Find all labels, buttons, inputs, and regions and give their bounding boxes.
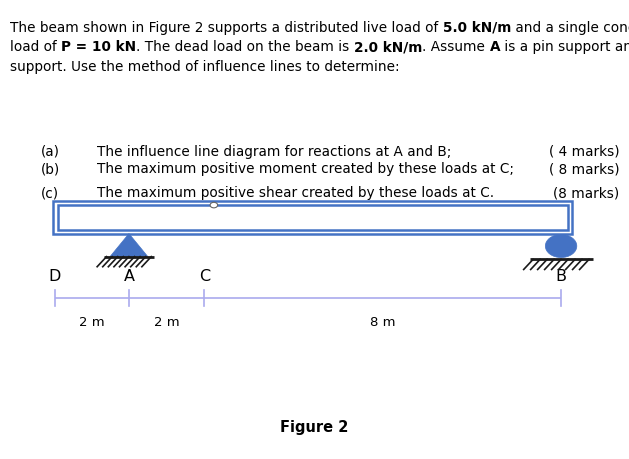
Polygon shape <box>53 202 572 234</box>
Text: The maximum positive shear created by these loads at C.: The maximum positive shear created by th… <box>97 186 494 200</box>
Text: D: D <box>48 269 61 284</box>
Text: . The dead load on the beam is: . The dead load on the beam is <box>136 40 354 54</box>
Text: P = 10 kN: P = 10 kN <box>61 40 136 54</box>
Text: The beam shown in Figure 2 supports a distributed live load of: The beam shown in Figure 2 supports a di… <box>10 21 443 34</box>
Text: load of: load of <box>10 40 61 54</box>
Text: A: A <box>123 269 135 284</box>
Text: Figure 2: Figure 2 <box>281 419 348 434</box>
Text: (a): (a) <box>41 145 60 158</box>
Circle shape <box>210 203 218 208</box>
Text: ( 4 marks): ( 4 marks) <box>549 145 620 158</box>
Text: 2 m: 2 m <box>79 316 104 329</box>
Text: 8 m: 8 m <box>370 316 396 329</box>
Text: 2.0 kN/m: 2.0 kN/m <box>354 40 422 54</box>
Text: ( 8 marks): ( 8 marks) <box>549 162 620 176</box>
Polygon shape <box>110 234 148 257</box>
Text: and a single concentrated: and a single concentrated <box>511 21 629 34</box>
Text: is a pin support and: is a pin support and <box>500 40 629 54</box>
Text: . Assume: . Assume <box>422 40 489 54</box>
Text: The influence line diagram for reactions at A and B;: The influence line diagram for reactions… <box>97 145 452 158</box>
Circle shape <box>545 235 577 258</box>
Text: (b): (b) <box>41 162 60 176</box>
Text: B: B <box>555 269 567 284</box>
Text: 2 m: 2 m <box>154 316 179 329</box>
Text: 5.0 kN/m: 5.0 kN/m <box>443 21 511 34</box>
Text: (8 marks): (8 marks) <box>554 186 620 200</box>
Polygon shape <box>58 205 568 231</box>
Text: C: C <box>199 269 210 284</box>
Text: A: A <box>489 40 500 54</box>
Text: (c): (c) <box>41 186 59 200</box>
Text: The maximum positive moment created by these loads at C;: The maximum positive moment created by t… <box>97 162 515 176</box>
Text: support. Use the method of influence lines to determine:: support. Use the method of influence lin… <box>10 60 399 73</box>
